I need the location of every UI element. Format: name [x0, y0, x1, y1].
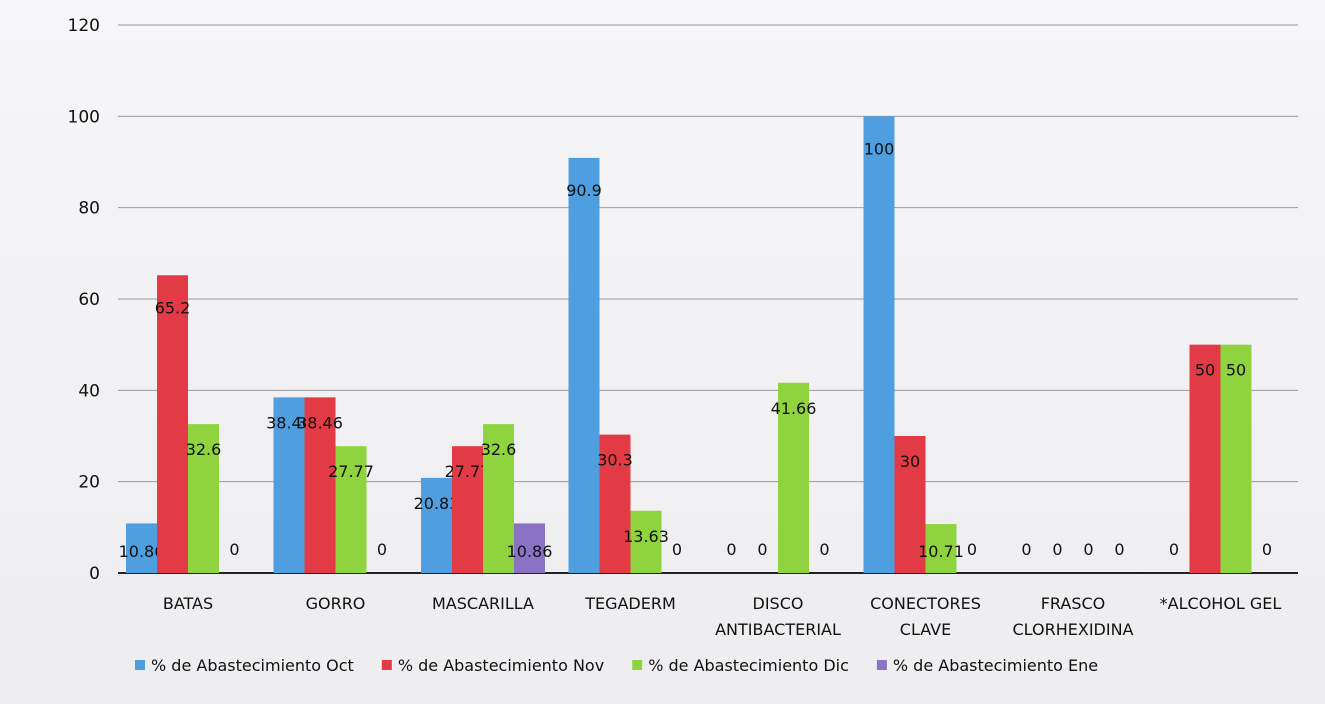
bar [1220, 344, 1252, 573]
bar [514, 523, 545, 573]
data-label: 0 [726, 540, 736, 559]
legend-label: % de Abastecimiento Ene [893, 656, 1098, 675]
bar [421, 477, 452, 573]
data-label: 0 [757, 540, 767, 559]
data-label: 41.66 [771, 399, 817, 418]
x-tick-label: FRASCO [1041, 594, 1106, 613]
data-label: 32.6 [481, 440, 517, 459]
x-tick-label: *ALCOHOL GEL [1160, 594, 1282, 613]
bar [335, 446, 367, 573]
data-label: 10.86 [119, 542, 165, 561]
data-label: 13.63 [623, 527, 669, 546]
data-label: 10.86 [507, 542, 553, 561]
x-tick-label: GORRO [306, 594, 366, 613]
bar [863, 116, 895, 573]
bar [925, 524, 957, 573]
data-label: 27.77 [445, 462, 491, 481]
x-tick-label: BATAS [163, 594, 213, 613]
y-tick-label: 20 [78, 473, 100, 493]
bar [599, 434, 631, 573]
y-tick-label: 0 [89, 564, 100, 584]
data-label: 100 [864, 139, 895, 158]
x-tick-label: TEGADERM [584, 594, 676, 613]
legend-label: % de Abastecimiento Dic [648, 656, 849, 675]
bar [188, 424, 219, 573]
data-label: 0 [672, 540, 682, 559]
x-tick-label: MASCARILLA [432, 594, 534, 613]
bar [273, 397, 305, 573]
data-label: 32.6 [186, 440, 222, 459]
data-label: 0 [229, 540, 239, 559]
data-label: 20.83 [414, 494, 460, 513]
x-tick-label: CLAVE [900, 620, 951, 639]
data-label: 0 [819, 540, 829, 559]
bar [126, 523, 157, 573]
x-tick-label: DISCO [753, 594, 804, 613]
data-label: 0 [1262, 540, 1272, 559]
data-label: 10.71 [918, 542, 964, 561]
data-label: 38.46 [297, 413, 343, 432]
data-label: 30 [900, 452, 920, 471]
legend-swatch [876, 660, 887, 670]
bar [304, 397, 336, 573]
legend-swatch [632, 660, 643, 670]
legend-swatch [135, 660, 145, 670]
bar [894, 436, 926, 573]
bar [568, 157, 600, 573]
y-tick-label: 120 [68, 16, 100, 36]
data-label: 50 [1226, 361, 1246, 380]
data-label: 0 [1021, 540, 1031, 559]
data-label: 90.9 [566, 181, 602, 200]
bar [630, 510, 662, 573]
x-tick-label: CLORHEXIDINA [1013, 620, 1134, 639]
data-label: 0 [1169, 540, 1179, 559]
x-tick-label: CONECTORES [870, 594, 981, 613]
data-label: 0 [1052, 540, 1062, 559]
x-tick-label: ANTIBACTERIAL [715, 620, 841, 639]
y-tick-label: 60 [78, 290, 100, 310]
data-label: 65.2 [155, 298, 191, 317]
data-label: 50 [1195, 361, 1215, 380]
bar [483, 424, 514, 573]
bar [452, 446, 483, 573]
data-label: 30.3 [597, 451, 633, 470]
data-label: 27.77 [328, 462, 374, 481]
legend-swatch [381, 660, 392, 670]
bar [778, 382, 809, 573]
bar [157, 275, 188, 573]
legend-label: % de Abastecimiento Oct [151, 656, 354, 675]
y-tick-label: 100 [68, 107, 100, 127]
bar [1189, 344, 1221, 573]
data-label: 0 [967, 540, 977, 559]
data-label: 0 [377, 540, 387, 559]
y-tick-label: 40 [78, 381, 100, 401]
data-label: 0 [1114, 540, 1124, 559]
legend-label: % de Abastecimiento Nov [398, 656, 604, 675]
data-label: 38.46 [266, 413, 312, 432]
data-label: 0 [1083, 540, 1093, 559]
y-tick-label: 80 [78, 199, 100, 219]
